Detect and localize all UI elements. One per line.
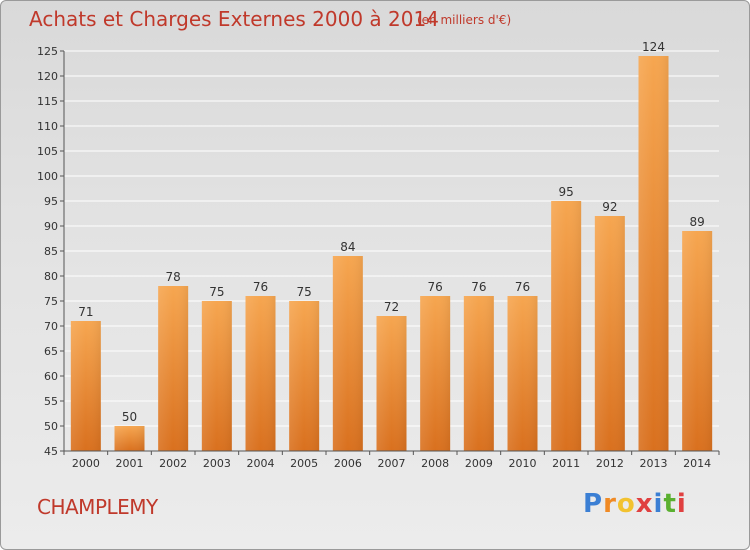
bars: 71 50 78 75 76 75 84 72 76 76 76 95 92 124 89 — [70, 40, 713, 451]
y-tick-label: 80 — [44, 270, 58, 283]
bar-value-label: 95 — [559, 185, 574, 199]
y-tick-label: 100 — [37, 170, 58, 183]
y-tick-label: 125 — [37, 45, 58, 58]
y-tick-label: 75 — [44, 295, 58, 308]
y-tick-label: 60 — [44, 370, 58, 383]
bar-value-label: 76 — [471, 280, 486, 294]
bar-shine — [507, 296, 538, 451]
y-tick-label: 70 — [44, 320, 58, 333]
bar-value-label: 72 — [384, 300, 399, 314]
x-tick-label: 2005 — [290, 457, 318, 470]
bar-value-label: 92 — [602, 200, 617, 214]
bar-value-label: 78 — [166, 270, 181, 284]
bar-shine — [70, 321, 101, 451]
y-tick-label: 90 — [44, 220, 58, 233]
x-tick-label: 2008 — [421, 457, 449, 470]
bar-shine — [245, 296, 276, 451]
x-tick-label: 2013 — [640, 457, 668, 470]
y-tick-label: 45 — [44, 445, 58, 458]
y-tick-label: 85 — [44, 245, 58, 258]
bar-value-label: 76 — [428, 280, 443, 294]
y-tick-label: 110 — [37, 120, 58, 133]
bar-value-label: 50 — [122, 410, 137, 424]
bar-value-label: 89 — [690, 215, 705, 229]
chart-title: Achats et Charges Externes 2000 à 2014 — [29, 7, 439, 31]
bar-shine — [682, 231, 713, 451]
x-tick-label: 2004 — [247, 457, 275, 470]
bar-shine — [463, 296, 494, 451]
bar-shine — [551, 201, 582, 451]
bar-shine — [594, 216, 625, 451]
x-tick-label: 2009 — [465, 457, 493, 470]
commune-name: CHAMPLEMY — [37, 495, 158, 519]
bar-value-label: 84 — [340, 240, 355, 254]
bar-shine — [376, 316, 407, 451]
logo-letter: r — [603, 489, 617, 519]
logo-letter: o — [616, 489, 636, 519]
x-tick-label: 2000 — [72, 457, 100, 470]
x-tick-label: 2002 — [159, 457, 187, 470]
bar-value-label: 75 — [297, 285, 312, 299]
bar-shine — [638, 56, 669, 451]
logo-letter: P — [583, 489, 604, 519]
y-tick-label: 120 — [37, 70, 58, 83]
bar-shine — [289, 301, 320, 451]
logo-letter: i — [676, 489, 687, 519]
x-tick-label: 2003 — [203, 457, 231, 470]
bar-shine — [420, 296, 451, 451]
y-tick-label: 55 — [44, 395, 58, 408]
y-tick-label: 65 — [44, 345, 58, 358]
x-tick-label: 2011 — [552, 457, 580, 470]
x-tick-label: 2010 — [509, 457, 537, 470]
x-tick-label: 2012 — [596, 457, 624, 470]
bar-value-label: 76 — [515, 280, 530, 294]
bar-value-label: 75 — [209, 285, 224, 299]
y-tick-label: 115 — [37, 95, 58, 108]
bar-value-label: 71 — [78, 305, 93, 319]
y-tick-label: 50 — [44, 420, 58, 433]
bar-value-label: 124 — [642, 40, 665, 54]
bar-shine — [158, 286, 189, 451]
x-tick-label: 2001 — [116, 457, 144, 470]
bar-shine — [332, 256, 363, 451]
bar-shine — [201, 301, 232, 451]
chart-subtitle: (en milliers d'€) — [417, 13, 512, 27]
x-tick-label: 2007 — [378, 457, 406, 470]
y-axis-ticks: 45 50 55 60 65 70 75 80 85 90 95 100 105 110 115 120 125 — [37, 45, 64, 458]
logo-letter: t — [663, 489, 677, 519]
bar-shine — [114, 426, 145, 451]
bar-value-label: 76 — [253, 280, 268, 294]
logo-letter: i — [653, 489, 664, 519]
logo-letter: x — [635, 489, 654, 519]
y-tick-label: 95 — [44, 195, 58, 208]
y-tick-label: 105 — [37, 145, 58, 158]
x-tick-label: 2014 — [683, 457, 711, 470]
x-tick-label: 2006 — [334, 457, 362, 470]
x-axis-ticks: 2000 2001 2002 2003 2004 2005 2006 2007 2008 2009… — [63, 451, 720, 470]
proxiti-logo: Proxiti — [583, 489, 687, 519]
